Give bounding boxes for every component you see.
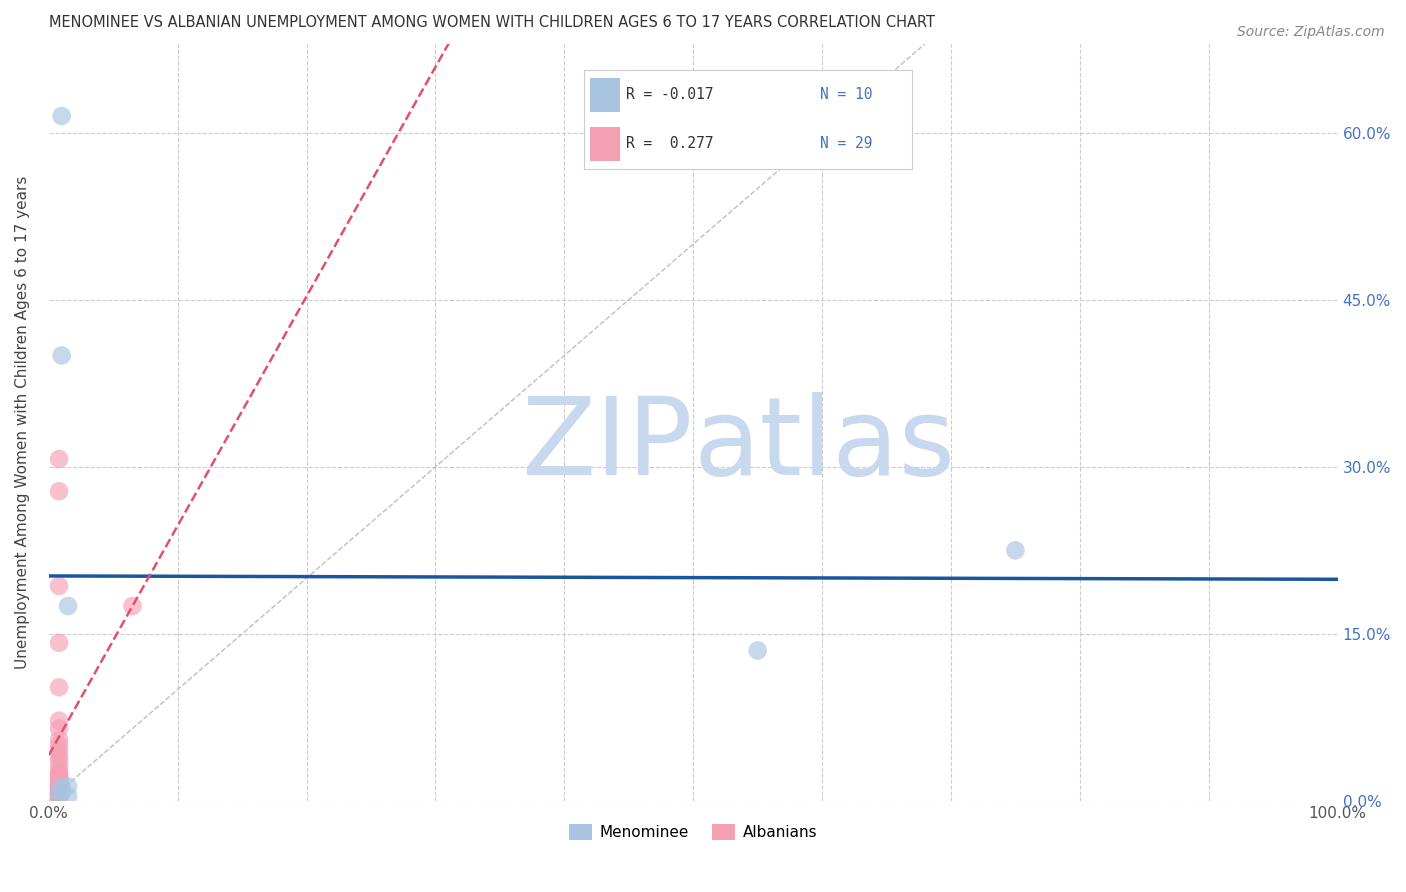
Point	[48, 787, 70, 801]
Text: atlas: atlas	[693, 392, 955, 498]
Point	[48, 784, 70, 798]
Point	[48, 484, 70, 499]
Point	[48, 790, 70, 805]
Point	[1004, 543, 1026, 558]
Point	[48, 579, 70, 593]
Point	[747, 643, 769, 657]
Point	[56, 789, 79, 804]
Point	[48, 769, 70, 783]
Point	[48, 722, 70, 736]
Text: ZIP: ZIP	[522, 392, 693, 498]
Point	[48, 452, 70, 467]
Legend: Menominee, Albanians: Menominee, Albanians	[562, 818, 824, 847]
Point	[48, 785, 70, 799]
Point	[48, 776, 70, 790]
Point	[48, 636, 70, 650]
Point	[48, 782, 70, 797]
Text: Source: ZipAtlas.com: Source: ZipAtlas.com	[1237, 25, 1385, 39]
Point	[48, 767, 70, 781]
Point	[48, 714, 70, 728]
Point	[48, 738, 70, 752]
Point	[48, 732, 70, 747]
Point	[48, 780, 70, 795]
Point	[48, 773, 70, 788]
Point	[48, 772, 70, 786]
Point	[48, 789, 70, 804]
Point	[51, 786, 73, 800]
Point	[48, 759, 70, 773]
Point	[48, 681, 70, 695]
Text: MENOMINEE VS ALBANIAN UNEMPLOYMENT AMONG WOMEN WITH CHILDREN AGES 6 TO 17 YEARS : MENOMINEE VS ALBANIAN UNEMPLOYMENT AMONG…	[49, 15, 935, 30]
Point	[51, 780, 73, 794]
Point	[48, 786, 70, 800]
Point	[51, 109, 73, 123]
Point	[48, 749, 70, 764]
Y-axis label: Unemployment Among Women with Children Ages 6 to 17 years: Unemployment Among Women with Children A…	[15, 176, 30, 669]
Point	[56, 599, 79, 613]
Point	[51, 348, 73, 362]
Point	[48, 778, 70, 792]
Point	[48, 789, 70, 803]
Point	[48, 744, 70, 758]
Point	[56, 780, 79, 794]
Point	[121, 599, 143, 613]
Point	[48, 754, 70, 768]
Point	[48, 764, 70, 779]
